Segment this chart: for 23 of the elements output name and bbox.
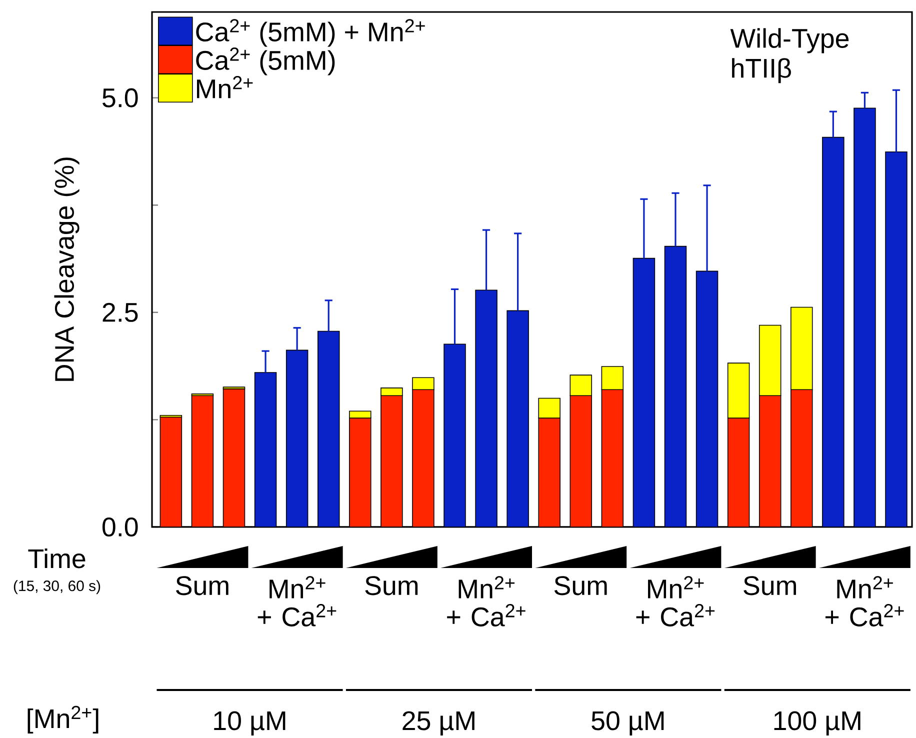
- annotation: Wild-Type hTIIβ: [730, 28, 849, 84]
- y-tick-label: 2.5: [102, 302, 138, 322]
- y-tick-label: 0.0: [102, 517, 138, 537]
- y-tick-label: 5.0: [102, 88, 138, 108]
- text: Time: [28, 548, 86, 568]
- x-tick-label: Sum: [554, 576, 607, 596]
- legend-label: Ca$^{2+}$ (5mM): [196, 48, 335, 76]
- x-tick-label: Sum: [176, 576, 228, 596]
- x-tick-label: Sum: [744, 576, 796, 596]
- text: 25 µM: [402, 711, 474, 736]
- x-tick-label: Mn$^{2+}$ + Ca$^{2+}$: [826, 576, 904, 626]
- x-tick-label: Mn$^{2+}$ + Ca$^{2+}$: [447, 576, 526, 626]
- y-axis-title: DNA Cleavage (%): [54, 158, 80, 381]
- x-tick-label: Mn$^{2+}$ + Ca$^{2+}$: [636, 576, 715, 626]
- legend-label: Mn$^{2+}$: [197, 76, 253, 98]
- x-tick-label: Sum: [365, 576, 418, 596]
- text: (15, 30, 60 s): [14, 580, 100, 594]
- x-tick-label: Mn$^{2+}$ + Ca$^{2+}$: [258, 576, 336, 626]
- text: [Mn$^{2+}$]: [28, 706, 98, 734]
- text: 100 µM: [774, 711, 860, 736]
- text: 10 µM: [214, 711, 286, 736]
- legend-label: Ca$^{2+}$ (5mM) + Mn$^{2+}$: [196, 19, 425, 47]
- text: 50 µM: [592, 711, 664, 736]
